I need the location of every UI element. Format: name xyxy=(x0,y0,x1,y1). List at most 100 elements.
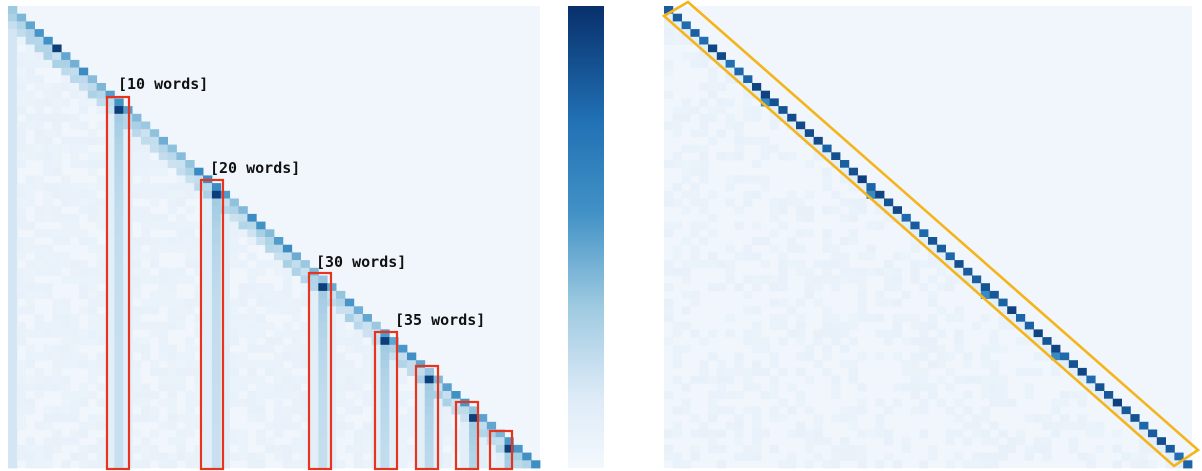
heatmap-right-cell xyxy=(672,21,682,30)
heatmap-left-cell xyxy=(105,383,115,392)
heatmap-left-cell xyxy=(504,444,514,453)
heatmap-left-cell xyxy=(52,83,62,92)
heatmap-right-cell xyxy=(857,198,867,207)
heatmap-left-cell xyxy=(300,344,310,353)
heatmap-right-cell xyxy=(954,452,964,461)
heatmap-left-cell xyxy=(486,452,497,461)
heatmap-right-cell xyxy=(752,113,762,122)
heatmap-left-cell xyxy=(256,460,266,469)
heatmap-right-cell xyxy=(734,144,744,153)
heatmap-right-cell xyxy=(787,113,797,122)
heatmap-left-cell xyxy=(141,175,151,184)
heatmap-left-cell xyxy=(43,36,53,45)
heatmap-left-cell xyxy=(318,391,328,400)
heatmap-left-cell xyxy=(389,437,399,446)
heatmap-right-cell xyxy=(778,221,788,230)
heatmap-left-cell xyxy=(141,398,151,407)
heatmap-left-cell xyxy=(194,360,204,369)
heatmap-left-cell xyxy=(167,421,177,430)
heatmap-right-cell xyxy=(1165,444,1175,453)
heatmap-left-cell xyxy=(265,229,275,238)
heatmap-right-cell xyxy=(1112,398,1122,407)
heatmap-right-cell xyxy=(919,375,929,384)
heatmap-right-cell xyxy=(725,121,735,130)
heatmap-right-cell xyxy=(699,421,709,430)
heatmap-left-cell xyxy=(274,444,284,453)
heatmap-left-cell xyxy=(469,437,479,446)
heatmap-left-cell xyxy=(211,421,222,430)
heatmap-left-cell xyxy=(229,260,239,269)
heatmap-right-cell xyxy=(716,360,726,369)
heatmap-right-cell xyxy=(796,121,806,130)
heatmap-right-cell xyxy=(778,106,788,115)
heatmap-right-cell xyxy=(945,252,955,261)
heatmap-left-cell xyxy=(105,290,115,299)
heatmap-left-cell xyxy=(282,290,293,299)
heatmap-left-cell xyxy=(141,129,151,138)
heatmap-left-cell xyxy=(34,83,44,92)
heatmap-left-cell xyxy=(380,391,390,400)
heatmap-right-cell xyxy=(848,198,858,207)
heatmap-left-cell xyxy=(238,383,248,392)
heatmap-left-cell xyxy=(274,298,284,307)
heatmap-left-cell xyxy=(282,391,293,400)
heatmap-right-cell xyxy=(716,444,726,453)
heatmap-left-cell xyxy=(16,206,27,215)
heatmap-left-cell xyxy=(87,444,98,453)
heatmap-right-cell xyxy=(998,398,1008,407)
heatmap-right-cell xyxy=(1068,421,1078,430)
heatmap-left-cell xyxy=(8,437,18,446)
heatmap-right-cell xyxy=(681,406,691,415)
heatmap-left-cell xyxy=(229,237,239,246)
heatmap-right-cell xyxy=(936,352,946,361)
heatmap-left-cell xyxy=(149,244,160,253)
heatmap-right-cell xyxy=(884,283,894,292)
heatmap-right-cell xyxy=(875,398,885,407)
heatmap-left-cell xyxy=(158,136,168,145)
heatmap-left-cell xyxy=(424,452,434,461)
heatmap-left-cell xyxy=(415,437,426,446)
heatmap-right-cell xyxy=(752,237,762,246)
heatmap-right-cell xyxy=(972,421,982,430)
heatmap-left-cell xyxy=(300,406,310,415)
heatmap-left-cell xyxy=(114,337,124,346)
heatmap-left-cell xyxy=(8,314,18,323)
heatmap-right-cell xyxy=(840,275,850,284)
heatmap-left-cell xyxy=(149,136,160,145)
heatmap-left-cell xyxy=(34,260,44,269)
heatmap-left-cell xyxy=(52,129,62,138)
heatmap-left-cell xyxy=(25,267,35,276)
heatmap-right-cell xyxy=(769,444,779,453)
heatmap-left-cell xyxy=(300,298,310,307)
heatmap-right-cell xyxy=(752,429,762,438)
heatmap-right-cell xyxy=(989,391,999,400)
heatmap-left-cell xyxy=(70,406,80,415)
heatmap-right-cell xyxy=(822,167,832,176)
heatmap-left-cell xyxy=(194,260,204,269)
heatmap-left-cell xyxy=(291,421,301,430)
heatmap-left-cell xyxy=(220,367,231,376)
heatmap-left-cell xyxy=(158,283,168,292)
heatmap-right-cell xyxy=(1139,421,1149,430)
heatmap-right-cell xyxy=(910,237,920,246)
heatmap-right-cell xyxy=(672,329,682,338)
heatmap-left-cell xyxy=(211,414,222,423)
heatmap-right-cell xyxy=(690,106,700,115)
heatmap-left-cell xyxy=(8,98,18,107)
heatmap-right-cell xyxy=(725,183,735,192)
heatmap-right-cell xyxy=(831,244,841,253)
heatmap-left-cell xyxy=(25,437,35,446)
heatmap-right-cell xyxy=(848,275,858,284)
heatmap-right-cell xyxy=(690,221,700,230)
heatmap-right-cell xyxy=(840,252,850,261)
heatmap-left-cell xyxy=(87,321,98,330)
heatmap-right-cell xyxy=(778,398,788,407)
heatmap-left-cell xyxy=(336,375,346,384)
heatmap-right-cell xyxy=(1033,352,1043,361)
heatmap-left-cell xyxy=(167,383,177,392)
heatmap-right-cell xyxy=(857,352,867,361)
heatmap-right-cell xyxy=(980,352,990,361)
heatmap-right-cell xyxy=(980,437,990,446)
heatmap-left-cell xyxy=(25,44,35,53)
heatmap-left-cell xyxy=(132,391,142,400)
